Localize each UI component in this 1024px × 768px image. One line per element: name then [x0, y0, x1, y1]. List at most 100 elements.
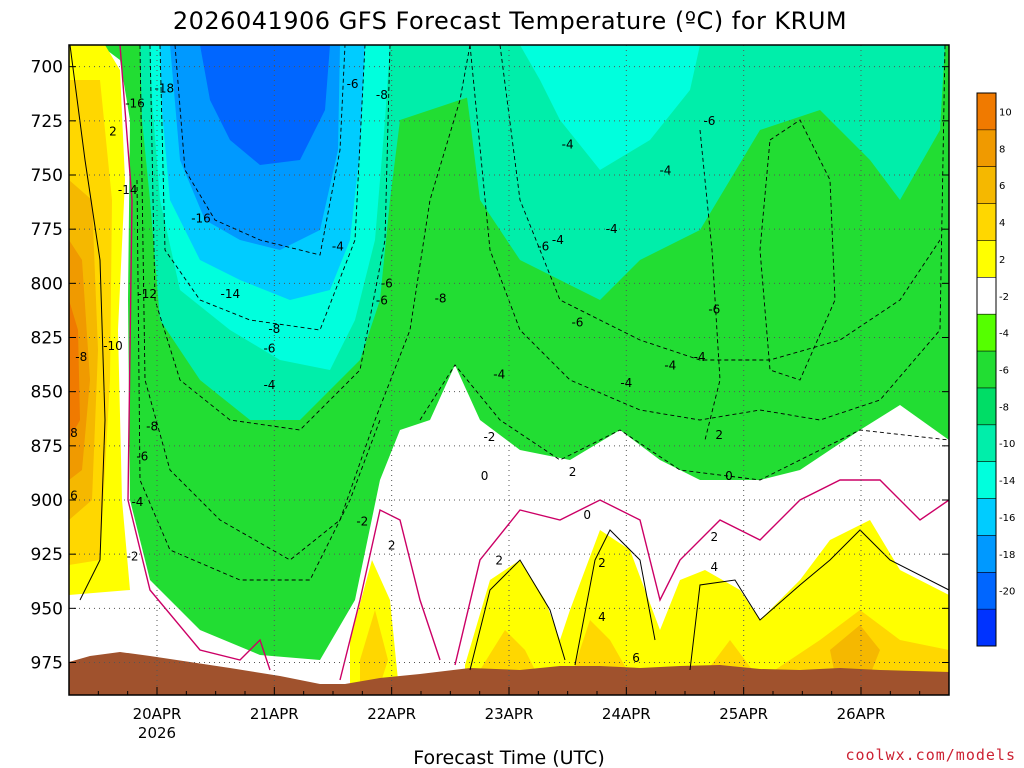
colorbar-swatch — [977, 203, 996, 241]
contour-line — [136, 179, 381, 581]
colorbar-swatch — [977, 387, 996, 426]
colorbar-label: 6 — [999, 181, 1005, 192]
contour-label: -6 — [537, 240, 549, 254]
y-tick-label: 800 — [31, 274, 63, 294]
contour-label: -12 — [137, 287, 157, 301]
contour-line — [699, 129, 721, 441]
colorbar-swatch — [977, 498, 996, 536]
contour-label: -6 — [571, 315, 583, 329]
contour-label: -8 — [146, 419, 158, 433]
contour-label: 0 — [583, 508, 591, 522]
contour-label: -6 — [136, 450, 148, 464]
colorbar-label: -6 — [999, 366, 1009, 377]
y-tick-label: 850 — [31, 383, 63, 403]
contour-label: 2 — [711, 530, 719, 544]
contour-label: 2 — [715, 428, 723, 442]
contour-label: -4 — [562, 138, 574, 152]
contour-line — [159, 44, 366, 331]
contour-labels: 2-18-16-14-16-12 -14-10-8-8-6-4-286-8-6-4… — [70, 77, 733, 665]
contour-label: 2 — [495, 554, 503, 568]
contour-lines — [69, 44, 950, 681]
colorbar-label: -8 — [999, 402, 1009, 413]
colorbar-label: 4 — [999, 218, 1005, 229]
contour-label: -4 — [493, 367, 505, 381]
y-tick-label: 700 — [31, 58, 63, 78]
contour-label: -4 — [664, 359, 676, 373]
y-tick-label: 950 — [31, 599, 63, 619]
contour-line — [499, 44, 941, 361]
contour-label: -4 — [659, 164, 671, 178]
colorbar-swatch — [977, 277, 996, 315]
contour-label: 2 — [388, 539, 396, 553]
x-axis-year-label: 2026 — [138, 724, 176, 742]
colorbar-swatch — [977, 129, 996, 168]
y-tick-label: 875 — [31, 437, 63, 457]
contour-label: -10 — [103, 339, 123, 353]
contour-label: 0 — [481, 469, 489, 483]
contour-label: -6 — [263, 341, 275, 355]
contour-label: -4 — [694, 350, 706, 364]
contour-label: -4 — [263, 378, 275, 392]
contour-label: 8 — [70, 426, 78, 440]
x-axis-title: Forecast Time (UTC) — [413, 747, 604, 768]
y-tick-label: 775 — [31, 220, 63, 240]
contour-label: -16 — [125, 97, 145, 111]
contour-label: -16 — [191, 211, 211, 225]
contour-label: 6 — [70, 489, 78, 503]
contour-line — [149, 44, 391, 431]
region-minus20 — [200, 45, 330, 165]
temperature-field — [69, 45, 949, 695]
contour-label: -8 — [435, 292, 447, 306]
contour-label: -6 — [703, 114, 715, 128]
colorbar-swatch — [977, 424, 996, 463]
contour-label: -4 — [332, 240, 344, 254]
colorbar-swatch — [977, 609, 996, 647]
contour-label: -8 — [376, 88, 388, 102]
colorbar-label: -4 — [999, 329, 1009, 340]
grid-lines — [69, 45, 949, 695]
chart-title: 2026041906 GFS Forecast Temperature (ºC)… — [173, 7, 847, 35]
terrain — [69, 652, 949, 695]
x-tick-label: 22APR — [367, 705, 416, 723]
contour-label: 2 — [598, 556, 606, 570]
colorbar-label: -16 — [999, 513, 1015, 524]
colorbar: 10 8 6 4 2 -2 -4 -6 -8 -10 -14 -16 -18 -20 — [976, 92, 1015, 647]
y-tick-label: 975 — [31, 654, 63, 674]
colorbar-swatch — [977, 535, 996, 573]
x-tick-label: 25APR — [719, 705, 768, 723]
contour-label: -14 — [221, 287, 241, 301]
region-above-10-left — [69, 300, 80, 440]
colorbar-swatch — [977, 240, 996, 278]
contour-zero — [454, 479, 950, 666]
contour-label: -6 — [376, 294, 388, 308]
colorbar-label: -20 — [999, 587, 1015, 598]
contour-zero — [339, 508, 441, 681]
contour-label: -6 — [708, 302, 720, 316]
y-tick-label: 925 — [31, 545, 63, 565]
contour-line — [689, 529, 950, 671]
y-tick-label: 825 — [31, 329, 63, 349]
contour-line — [419, 364, 950, 481]
contour-label: 2 — [569, 465, 577, 479]
contour-label: -14 — [118, 183, 138, 197]
colorbar-label: -18 — [999, 550, 1015, 561]
site-credit: coolwx.com/models — [845, 746, 1016, 764]
contour-line — [469, 559, 566, 671]
x-tick-label: 21APR — [250, 705, 299, 723]
region-above-0 — [69, 45, 949, 695]
colorbar-label: -2 — [999, 292, 1009, 303]
colorbar-frame — [976, 92, 997, 647]
region-warm-core-6 — [830, 625, 880, 675]
x-tick-label: 20APR — [133, 705, 182, 723]
colorbar-swatch — [977, 314, 996, 352]
x-tick-label: 26APR — [837, 705, 886, 723]
y-tick-label: 750 — [31, 166, 63, 186]
contour-label: 4 — [711, 560, 719, 574]
colorbar-swatch — [977, 351, 996, 389]
contour-label: -2 — [127, 549, 139, 563]
contour-label: -4 — [606, 222, 618, 236]
contour-line — [69, 44, 106, 601]
colorbar-swatch — [977, 93, 996, 131]
y-tick-label: 900 — [31, 491, 63, 511]
